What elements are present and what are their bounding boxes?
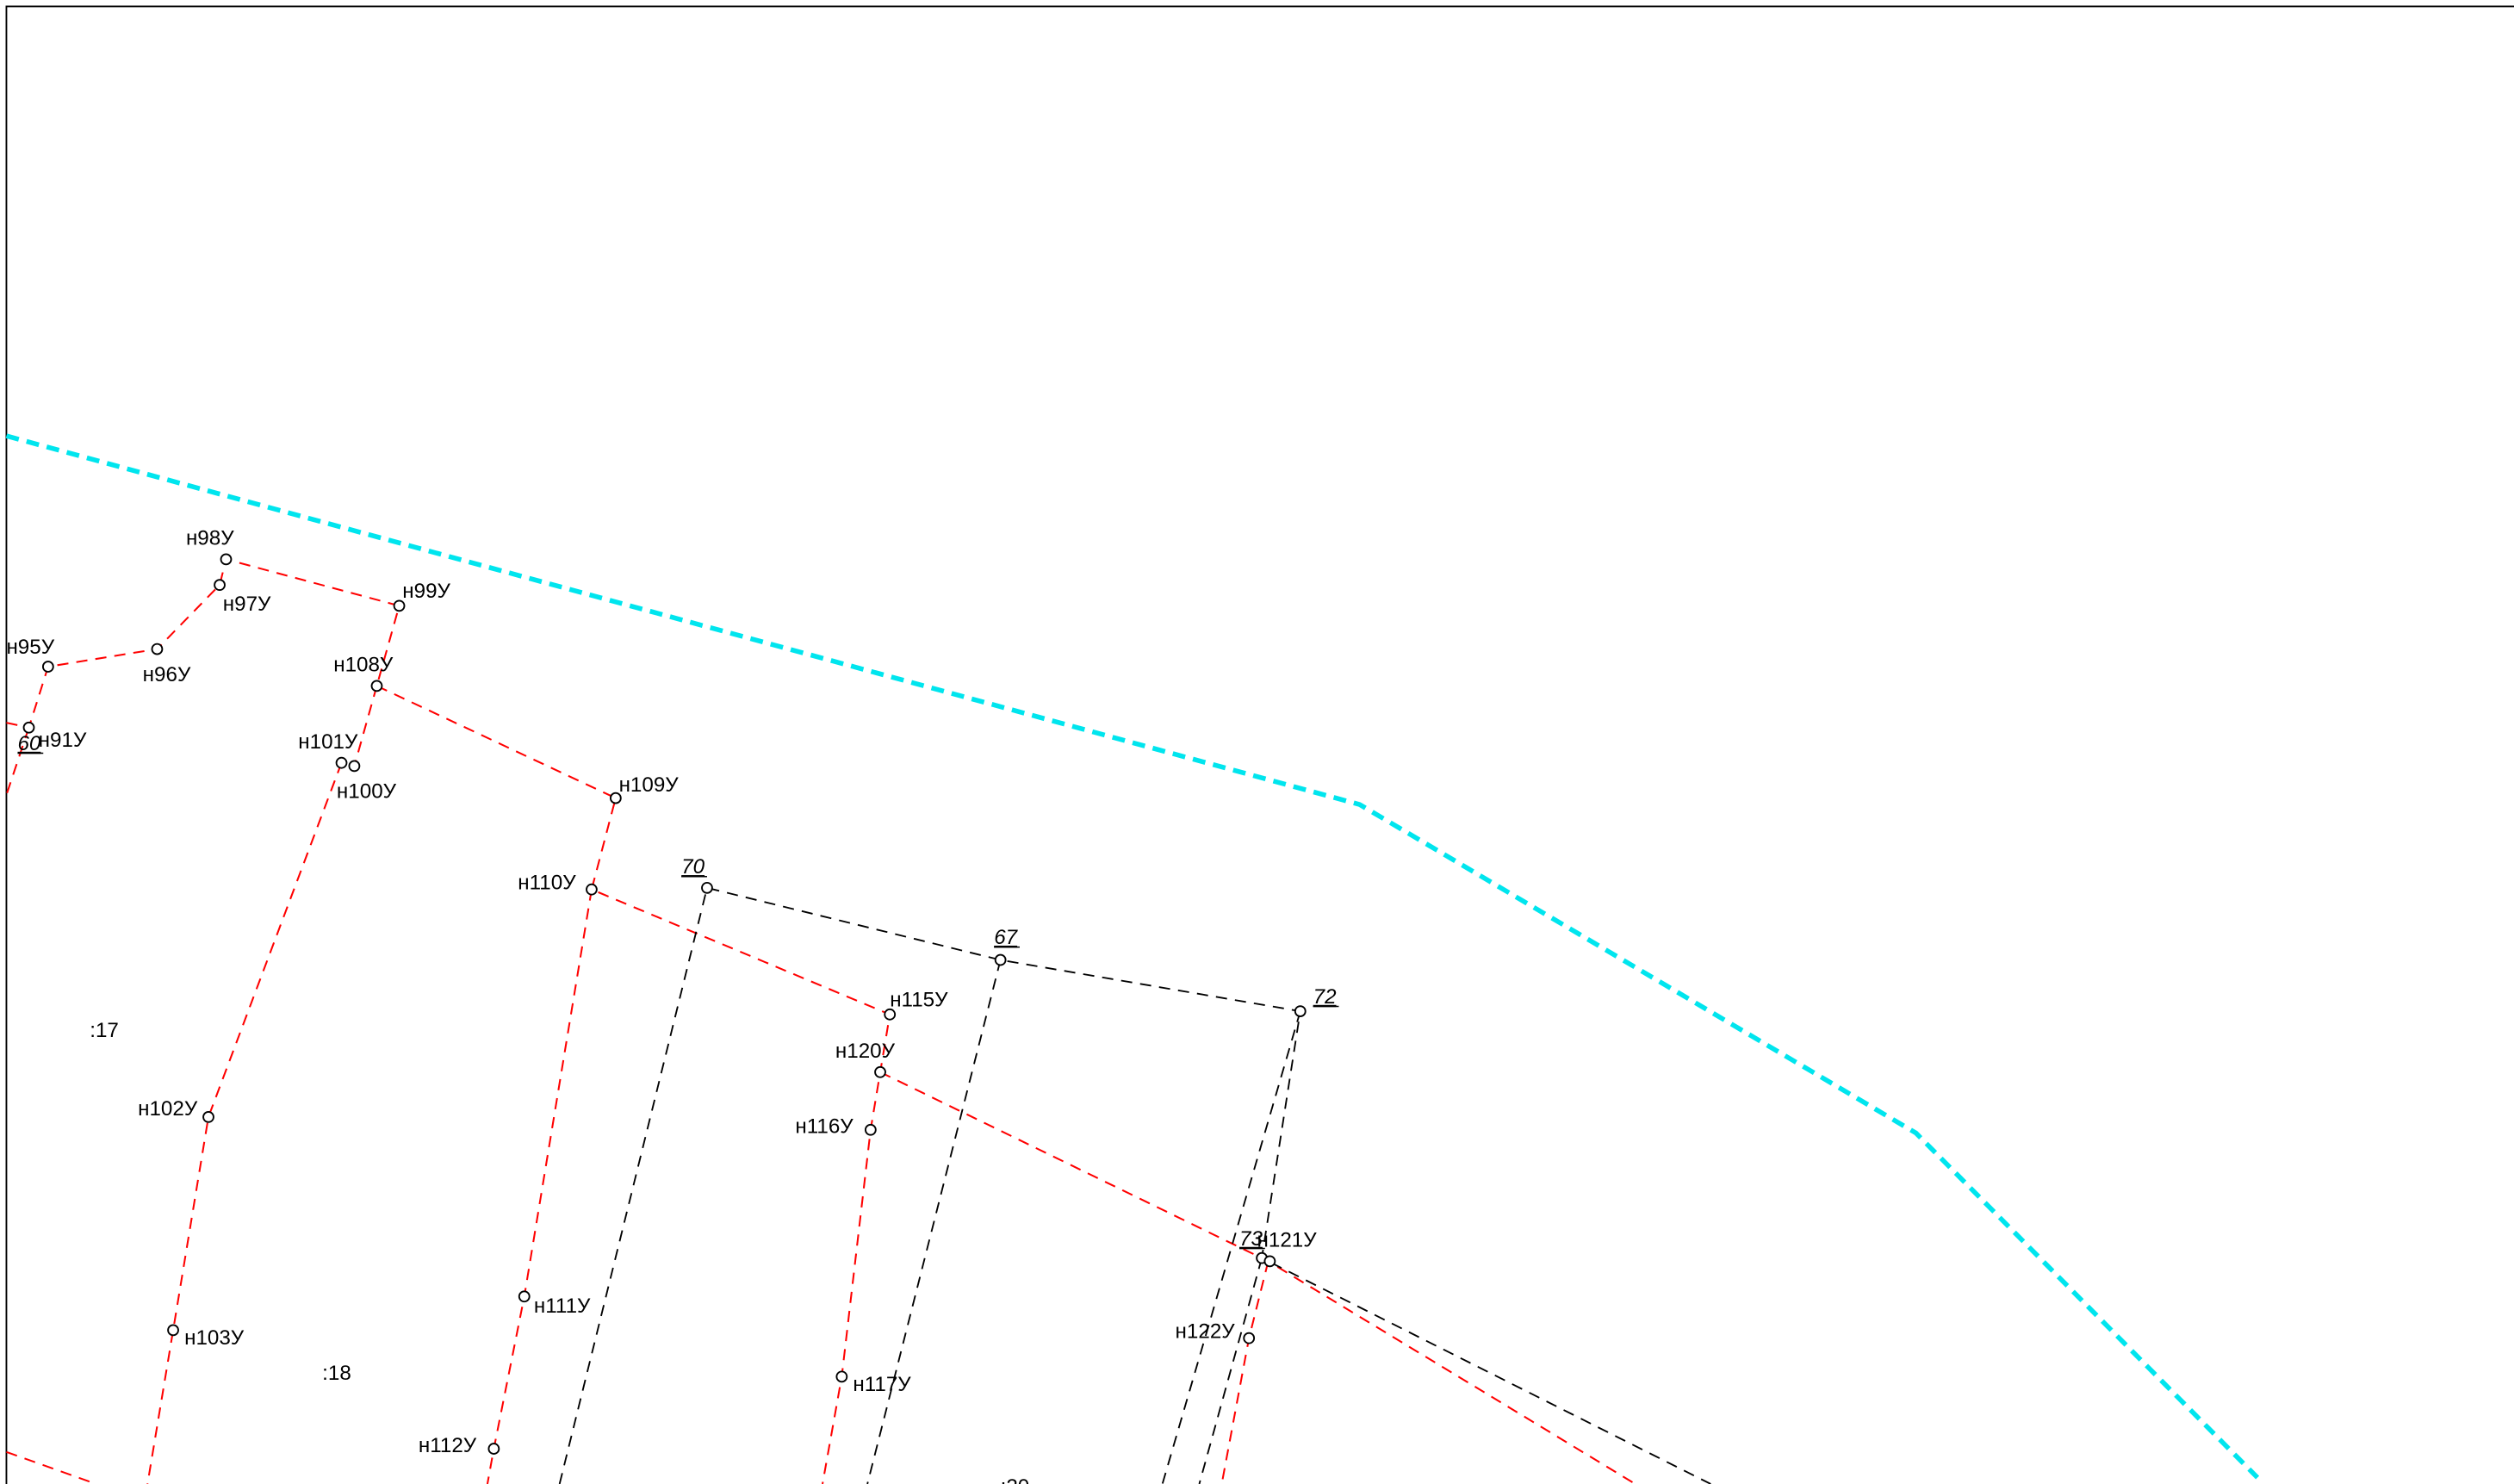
point-n120 [874, 1065, 886, 1078]
point-n97 [214, 579, 226, 592]
label-n117: н117У [853, 1373, 911, 1396]
point-72 [1294, 1005, 1307, 1017]
red-line-120-121 [879, 1071, 1636, 1484]
label-n98: н98У [186, 527, 234, 550]
parcel-label-17: :17 [90, 1019, 119, 1042]
parcel-label-18: :18 [322, 1362, 351, 1385]
point-n100 [348, 760, 361, 773]
red-line-west [5, 727, 30, 796]
label-73: 73 [1239, 1227, 1263, 1251]
red-line-north [6, 558, 400, 729]
point-labels: н98У н97У н99У н95У н96У н108У н91У н101… [6, 527, 1317, 1457]
label-n97: н97У [223, 593, 271, 616]
label-n109: н109У [619, 773, 680, 797]
label-n116: н116У [795, 1115, 854, 1139]
red-line-110-112 [486, 889, 593, 1484]
label-n100: н100У [337, 780, 397, 804]
existing-point-labels: 60 70 67 72 73 [17, 732, 1337, 1251]
point-n108 [370, 680, 383, 692]
label-n101: н101У [298, 730, 358, 754]
point-n91 [22, 721, 35, 734]
red-line-108-110 [376, 685, 891, 1484]
label-n99: н99У [402, 580, 450, 603]
point-n115 [884, 1008, 897, 1021]
label-n122: н122У [1176, 1320, 1236, 1344]
label-n115: н115У [890, 989, 948, 1012]
survey-points [22, 553, 1307, 1455]
label-n102: н102У [138, 1097, 198, 1121]
boundary-line [5, 433, 2260, 1480]
label-n103: н103У [184, 1326, 245, 1350]
red-line-sw [6, 1450, 97, 1484]
point-67 [994, 953, 1007, 966]
label-n120: н120У [835, 1040, 896, 1063]
point-n96 [151, 643, 164, 655]
point-70 [701, 881, 713, 894]
black-line-70-67-72 [558, 886, 1711, 1484]
point-n112 [487, 1443, 500, 1455]
map-frame [5, 5, 2514, 1484]
label-60: 60 [17, 732, 40, 755]
point-n101 [335, 756, 348, 769]
black-line-73 [1198, 1257, 1263, 1484]
point-n109 [609, 792, 622, 804]
point-n111 [518, 1290, 531, 1303]
black-line-72 [1161, 1010, 1301, 1484]
parcel-label-20: :20 [1001, 1475, 1030, 1484]
label-n112: н112У [419, 1434, 477, 1457]
label-67: 67 [994, 926, 1018, 949]
point-n103 [167, 1324, 179, 1337]
point-n117 [835, 1370, 848, 1383]
point-n99 [393, 599, 406, 612]
label-n121: н121У [1257, 1229, 1318, 1252]
point-n110 [586, 883, 598, 896]
point-n121 [1263, 1255, 1276, 1268]
label-n110: н110У [518, 872, 576, 895]
label-n95: н95У [6, 636, 54, 659]
point-n95 [41, 661, 54, 673]
label-n91: н91У [39, 729, 87, 752]
black-existing-lines [558, 886, 1711, 1484]
existing-label-underlines [17, 752, 1339, 1250]
point-n116 [864, 1123, 877, 1136]
point-n122 [1243, 1332, 1256, 1344]
point-n98 [220, 553, 233, 566]
red-line-121-122 [1220, 1261, 1269, 1484]
label-72: 72 [1313, 985, 1337, 1009]
parcel-labels: :17 :18 :20 [90, 1019, 1029, 1484]
label-70: 70 [681, 855, 705, 879]
point-n102 [202, 1111, 214, 1123]
black-line-67 [866, 959, 1002, 1484]
red-line-101 [146, 686, 378, 1484]
label-n108: н108У [333, 654, 394, 677]
label-n111: н111У [534, 1295, 591, 1318]
red-parcel-lines [5, 558, 1636, 1484]
label-n96: н96У [143, 663, 191, 686]
